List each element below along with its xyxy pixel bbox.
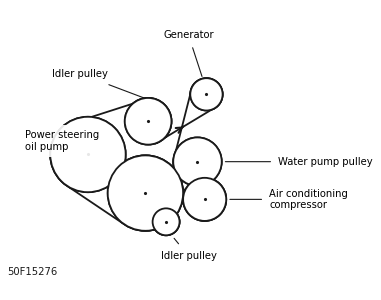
- Circle shape: [183, 178, 226, 221]
- Text: Idler pulley: Idler pulley: [160, 238, 216, 261]
- Text: Power steering
oil pump: Power steering oil pump: [25, 130, 99, 152]
- Circle shape: [173, 137, 222, 186]
- Text: Generator: Generator: [163, 30, 214, 76]
- Text: Idler pulley: Idler pulley: [52, 69, 144, 98]
- Text: Air conditioning
compressor: Air conditioning compressor: [230, 189, 348, 210]
- Circle shape: [108, 155, 183, 231]
- Circle shape: [125, 98, 171, 145]
- Text: 50F15276: 50F15276: [7, 268, 58, 278]
- Text: Water pump pulley: Water pump pulley: [226, 157, 373, 167]
- Circle shape: [190, 78, 223, 110]
- Circle shape: [153, 208, 179, 235]
- Circle shape: [50, 117, 126, 192]
